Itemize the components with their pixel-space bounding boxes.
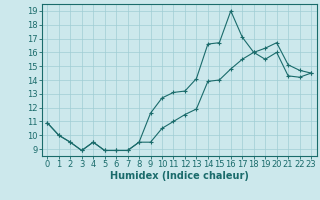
X-axis label: Humidex (Indice chaleur): Humidex (Indice chaleur) [110,171,249,181]
